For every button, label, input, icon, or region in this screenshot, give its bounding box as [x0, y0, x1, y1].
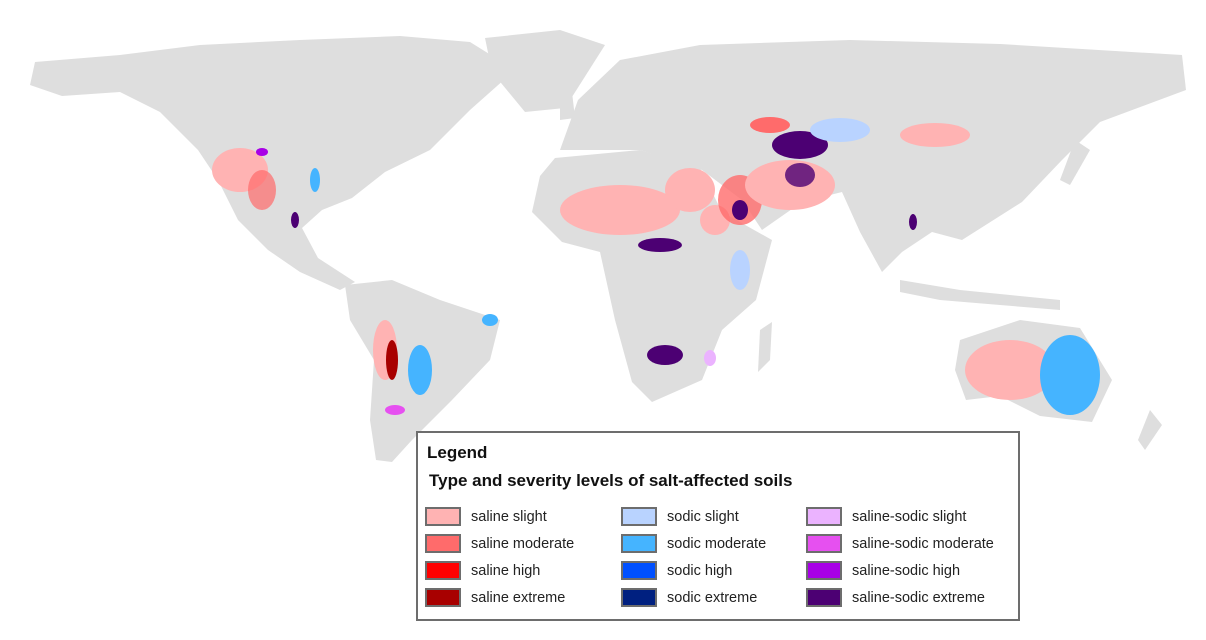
- legend-swatch: [621, 507, 657, 526]
- legend-swatch: [621, 588, 657, 607]
- legend-item: saline-sodic moderate: [806, 530, 994, 557]
- legend-swatch: [806, 507, 842, 526]
- greenland: [485, 30, 605, 112]
- legend-swatch: [425, 534, 461, 553]
- legend-label: sodic extreme: [667, 589, 758, 606]
- legend-item: sodic extreme: [621, 584, 766, 611]
- legend-column-saline: saline slight saline moderate saline hig…: [425, 503, 574, 611]
- salt-affected-areas: [212, 117, 1100, 415]
- legend-label: saline-sodic moderate: [852, 535, 994, 552]
- legend-label: saline moderate: [471, 535, 575, 552]
- legend-swatch: [621, 561, 657, 580]
- legend-label: sodic moderate: [667, 535, 767, 552]
- legend-column-saline-sodic: saline-sodic slight saline-sodic moderat…: [806, 503, 994, 611]
- legend-item: saline-sodic high: [806, 557, 994, 584]
- legend: Legend Type and severity levels of salt-…: [416, 431, 1020, 621]
- legend-label: sodic slight: [667, 508, 739, 525]
- legend-label: saline slight: [471, 508, 547, 525]
- madagascar: [758, 322, 772, 372]
- legend-label: saline extreme: [471, 589, 566, 606]
- north-america: [30, 36, 515, 290]
- legend-swatch: [806, 534, 842, 553]
- legend-label: saline-sodic extreme: [852, 589, 985, 606]
- legend-label: saline-sodic high: [852, 562, 961, 579]
- legend-swatch: [425, 507, 461, 526]
- legend-title: Type and severity levels of salt-affecte…: [429, 471, 793, 490]
- legend-swatch: [621, 534, 657, 553]
- legend-heading: Legend: [427, 443, 488, 462]
- japan: [1060, 140, 1090, 185]
- legend-label: saline-sodic slight: [852, 508, 967, 525]
- legend-item: sodic high: [621, 557, 766, 584]
- legend-item: saline-sodic extreme: [806, 584, 994, 611]
- legend-item: saline-sodic slight: [806, 503, 994, 530]
- legend-item: saline moderate: [425, 530, 574, 557]
- legend-item: saline slight: [425, 503, 574, 530]
- legend-swatch: [425, 588, 461, 607]
- legend-swatch: [806, 561, 842, 580]
- legend-swatch: [425, 561, 461, 580]
- legend-column-sodic: sodic slight sodic moderate sodic high s…: [621, 503, 766, 611]
- indonesia: [900, 280, 1060, 310]
- legend-item: saline extreme: [425, 584, 574, 611]
- legend-label: saline high: [471, 562, 541, 579]
- legend-item: saline high: [425, 557, 574, 584]
- legend-item: sodic moderate: [621, 530, 766, 557]
- legend-label: sodic high: [667, 562, 733, 579]
- legend-swatch: [806, 588, 842, 607]
- new-zealand: [1138, 410, 1162, 450]
- legend-item: sodic slight: [621, 503, 766, 530]
- eurasia: [560, 40, 1186, 272]
- uk: [560, 92, 575, 120]
